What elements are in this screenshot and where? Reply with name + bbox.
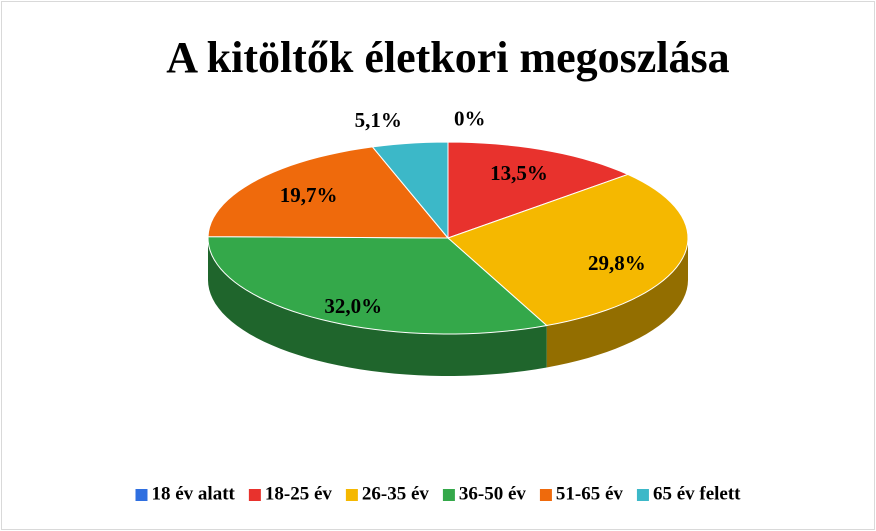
data-label: 32,0% <box>324 294 382 318</box>
legend-swatch <box>135 489 148 501</box>
data-label: 19,7% <box>280 183 338 207</box>
data-label: 5,1% <box>355 108 402 132</box>
legend-label: 26-35 év <box>362 483 430 504</box>
slice <box>207 146 450 239</box>
slice <box>371 141 449 240</box>
legend-swatch <box>442 489 455 501</box>
legend: 18 év alatt 18-25 év 26-35 év 36-50 év 51-65… <box>135 483 741 504</box>
data-label: 29,8% <box>588 251 646 275</box>
chart-title: A kitöltők életkori megoszlása <box>166 33 729 82</box>
legend-label: 51-65 év <box>556 483 624 504</box>
data-label: 0% <box>454 107 486 131</box>
legend-swatch <box>636 489 649 501</box>
legend-swatch <box>248 489 261 501</box>
legend-swatch <box>345 489 358 501</box>
legend-label: 18 év alatt <box>152 483 236 504</box>
data-label: 13,5% <box>490 161 548 185</box>
slice <box>447 173 689 327</box>
legend-label: 36-50 év <box>459 483 527 504</box>
slice <box>447 141 630 239</box>
slice-side <box>208 238 547 376</box>
legend-label: 65 év felett <box>653 483 741 504</box>
legend-label: 18-25 év <box>265 483 333 504</box>
slice <box>207 236 548 335</box>
slice-side <box>546 238 688 368</box>
legend-swatch <box>539 489 552 501</box>
